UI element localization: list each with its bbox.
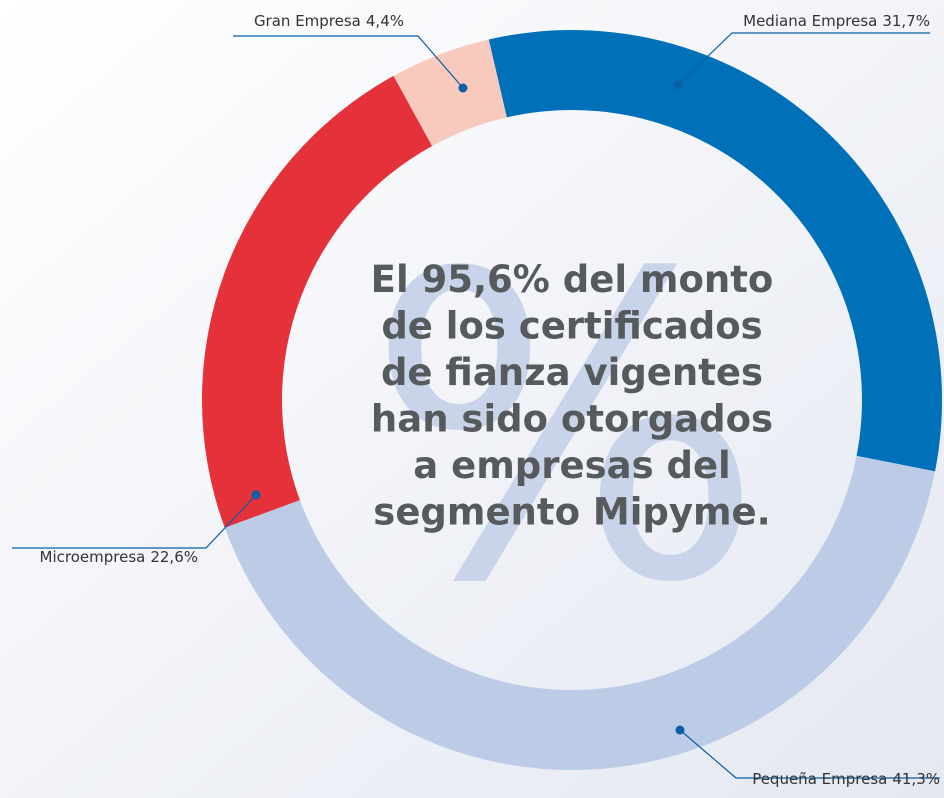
center-text: El 95,6% del monto	[371, 258, 774, 301]
leader-line	[12, 494, 257, 549]
leader-dot	[673, 80, 683, 90]
leader-line	[679, 729, 940, 779]
label-name: Microempresa	[40, 548, 146, 566]
center-text: de fianza vigentes	[381, 351, 763, 394]
label-value: 4,4%	[366, 12, 404, 30]
segment-label: Microempresa 22,6%	[40, 548, 198, 566]
label-value: 22,6%	[150, 548, 198, 566]
label-name: Pequeña Empresa	[752, 770, 887, 788]
donut-segment	[488, 30, 943, 472]
label-name: Gran Empresa	[254, 12, 361, 30]
center-text: de los certificados	[381, 305, 762, 348]
label-value: 41,3%	[892, 770, 940, 788]
label-value: 31,7%	[882, 12, 930, 30]
leader-dot	[251, 490, 261, 500]
donut-segment	[224, 455, 936, 771]
center-text: a empresas del	[413, 444, 730, 487]
segment-label: Pequeña Empresa 41,3%	[752, 770, 940, 788]
donut-segment	[393, 39, 507, 146]
leader-line	[233, 35, 464, 89]
leader-dot	[458, 83, 468, 93]
segment-label: Mediana Empresa 31,7%	[743, 12, 930, 30]
leader-line	[677, 32, 930, 86]
segment-label: Gran Empresa 4,4%	[254, 12, 404, 30]
label-name: Mediana Empresa	[743, 12, 877, 30]
donut-segment	[201, 75, 433, 528]
leader-dot	[675, 725, 685, 735]
center-text: han sido otorgados	[371, 398, 773, 441]
center-text: segmento Mipyme.	[373, 491, 770, 534]
watermark: %	[365, 186, 764, 675]
